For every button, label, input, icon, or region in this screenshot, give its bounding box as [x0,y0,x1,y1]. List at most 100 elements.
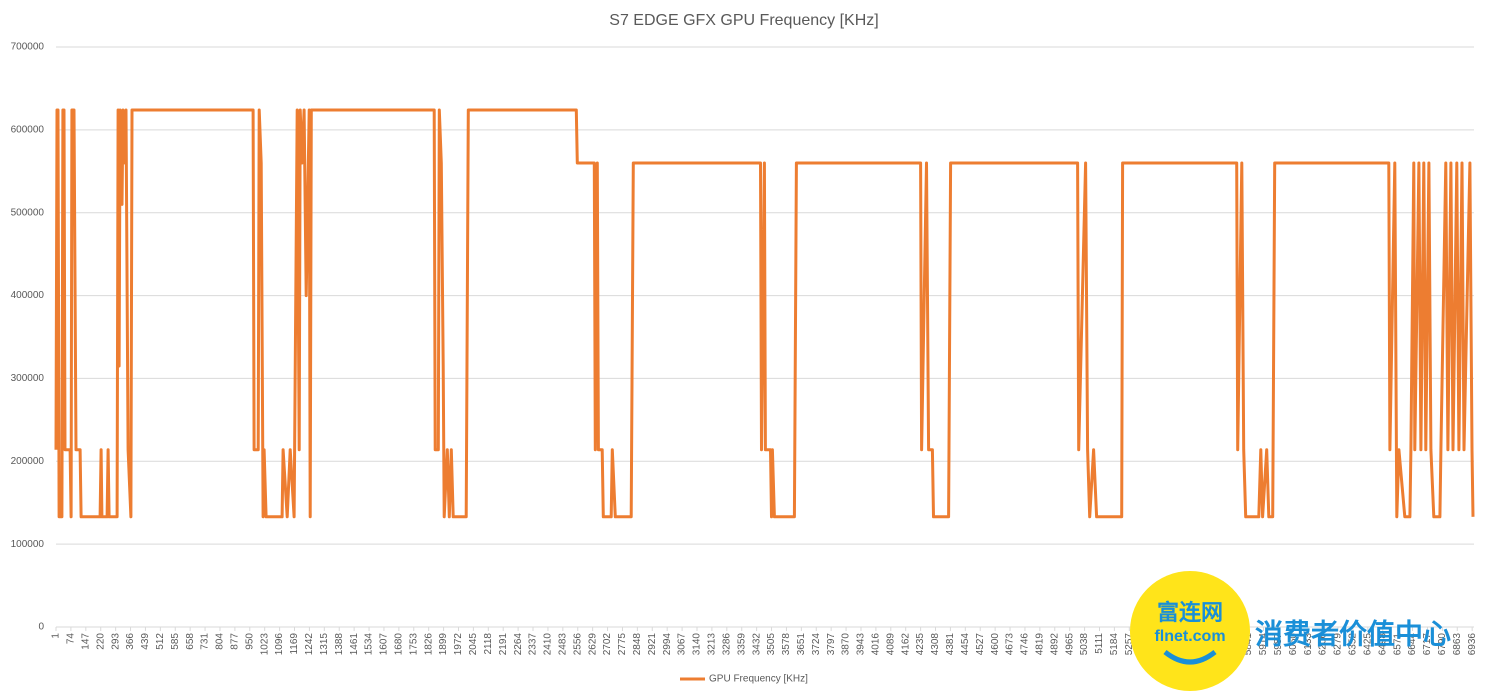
x-tick-label: 4600 [990,633,1001,656]
x-tick-label: 2556 [572,633,583,656]
y-tick-label: 200000 [11,456,45,467]
x-tick-label: 1023 [259,633,270,656]
x-tick-label: 2337 [528,633,539,656]
x-tick-label: 585 [170,633,181,650]
x-tick-label: 4746 [1020,633,1031,656]
x-tick-label: 2118 [483,633,494,655]
x-tick-label: 2410 [543,633,554,656]
x-tick-label: 4892 [1049,633,1060,656]
x-tick-label: 1753 [408,633,419,656]
x-tick-label: 3943 [856,633,867,656]
y-tick-label: 500000 [11,207,45,218]
x-tick-label: 2848 [632,633,643,656]
x-tick-label: 1242 [304,633,315,656]
x-tick-label: 1388 [334,633,345,656]
x-tick-label: 5184 [1109,633,1120,656]
x-tick-label: 1315 [319,633,330,656]
x-tick-label: 2775 [617,633,628,656]
x-tick-label: 6060 [1288,633,1299,656]
y-tick-label: 600000 [11,124,45,135]
x-tick-label: 3578 [781,633,792,656]
x-tick-label: 220 [95,633,106,650]
watermark-text: 消费者价值中心 [1255,618,1451,649]
x-tick-label: 4235 [915,633,926,656]
x-tick-label: 950 [244,633,255,650]
x-tick-label: 2629 [587,633,598,656]
x-tick-label: 6936 [1467,633,1478,656]
x-tick-label: 5841 [1243,633,1254,656]
x-tick-label: 6425 [1362,633,1373,656]
x-tick-label: 1680 [394,633,405,656]
x-tick-label: 3213 [707,633,718,656]
x-tick-label: 3797 [826,633,837,656]
x-tick-label: 4308 [930,633,941,656]
watermark: 富连网 flnet.com 消费者价值中心 [1130,571,1451,691]
x-tick-label: 3432 [751,633,762,656]
plot-area [54,108,1475,519]
x-tick-label: 6498 [1377,633,1388,656]
x-tick-label: 6863 [1452,633,1463,656]
x-tick-label: 658 [185,633,196,650]
x-tick-label: 1461 [349,633,360,656]
series-line [54,108,1475,519]
x-tick-label: 6717 [1422,633,1433,656]
x-tick-label: 2921 [647,633,658,656]
x-tick-label: 3724 [811,633,822,656]
y-tick-label: 300000 [11,373,45,384]
y-tick-label: 400000 [11,290,45,301]
x-tick-label: 2045 [468,633,479,656]
x-tick-label: 3651 [796,633,807,656]
x-tick-label: 4381 [945,633,956,656]
watermark-logo [1130,571,1250,691]
x-tick-label: 6352 [1348,633,1359,656]
x-tick-label: 439 [140,633,151,650]
x-tick-label: 293 [110,633,121,650]
x-tick-label: 6133 [1303,633,1314,656]
x-tick-label: 1 [51,633,62,639]
y-tick-label: 0 [38,622,44,633]
x-tick-label: 1096 [274,633,285,656]
x-tick-label: 4819 [1035,633,1046,656]
x-tick-label: 804 [215,633,226,650]
x-tick-label: 4454 [960,633,971,656]
x-tick-label: 6206 [1318,633,1329,656]
x-tick-label: 6644 [1407,633,1418,656]
x-tick-label: 147 [80,633,91,650]
legend: GPU Frequency [KHz] [680,674,808,685]
x-tick-label: 512 [155,633,166,650]
x-tick-label: 4527 [975,633,986,656]
x-tick-label: 4965 [1064,633,1075,656]
x-tick-label: 74 [66,633,77,645]
x-tick-label: 3067 [677,633,688,656]
x-tick-label: 731 [200,633,211,650]
x-tick-label: 3140 [692,633,703,656]
legend-label: GPU Frequency [KHz] [709,674,808,685]
y-tick-label: 700000 [11,42,45,53]
x-tick-label: 1607 [379,633,390,656]
x-tick-label: 6571 [1392,633,1403,656]
x-tick-label: 5987 [1273,633,1284,656]
x-tick-label: 1169 [289,633,300,655]
x-tick-label: 1899 [438,633,449,656]
x-tick-label: 366 [125,633,136,650]
x-tick-label: 3870 [841,633,852,656]
x-tick-label: 5257 [1124,633,1135,656]
x-tick-label: 4673 [1005,633,1016,656]
watermark-smile [1163,649,1217,665]
x-tick-label: 2702 [602,633,613,656]
x-tick-label: 5038 [1079,633,1090,656]
y-tick-label: 100000 [11,539,45,550]
x-tick-label: 6790 [1437,633,1448,656]
x-tick-label: 2483 [557,633,568,656]
x-tick-label: 2994 [662,633,673,656]
x-tick-label: 2264 [513,633,524,656]
x-tick-label: 1826 [423,633,434,656]
x-tick-label: 3359 [736,633,747,656]
x-tick-label: 5914 [1258,633,1269,656]
x-tick-label: 4016 [871,633,882,656]
watermark-site: flnet.com [1154,628,1225,645]
x-tick-label: 6279 [1333,633,1344,656]
x-tick-label: 4162 [900,633,911,656]
